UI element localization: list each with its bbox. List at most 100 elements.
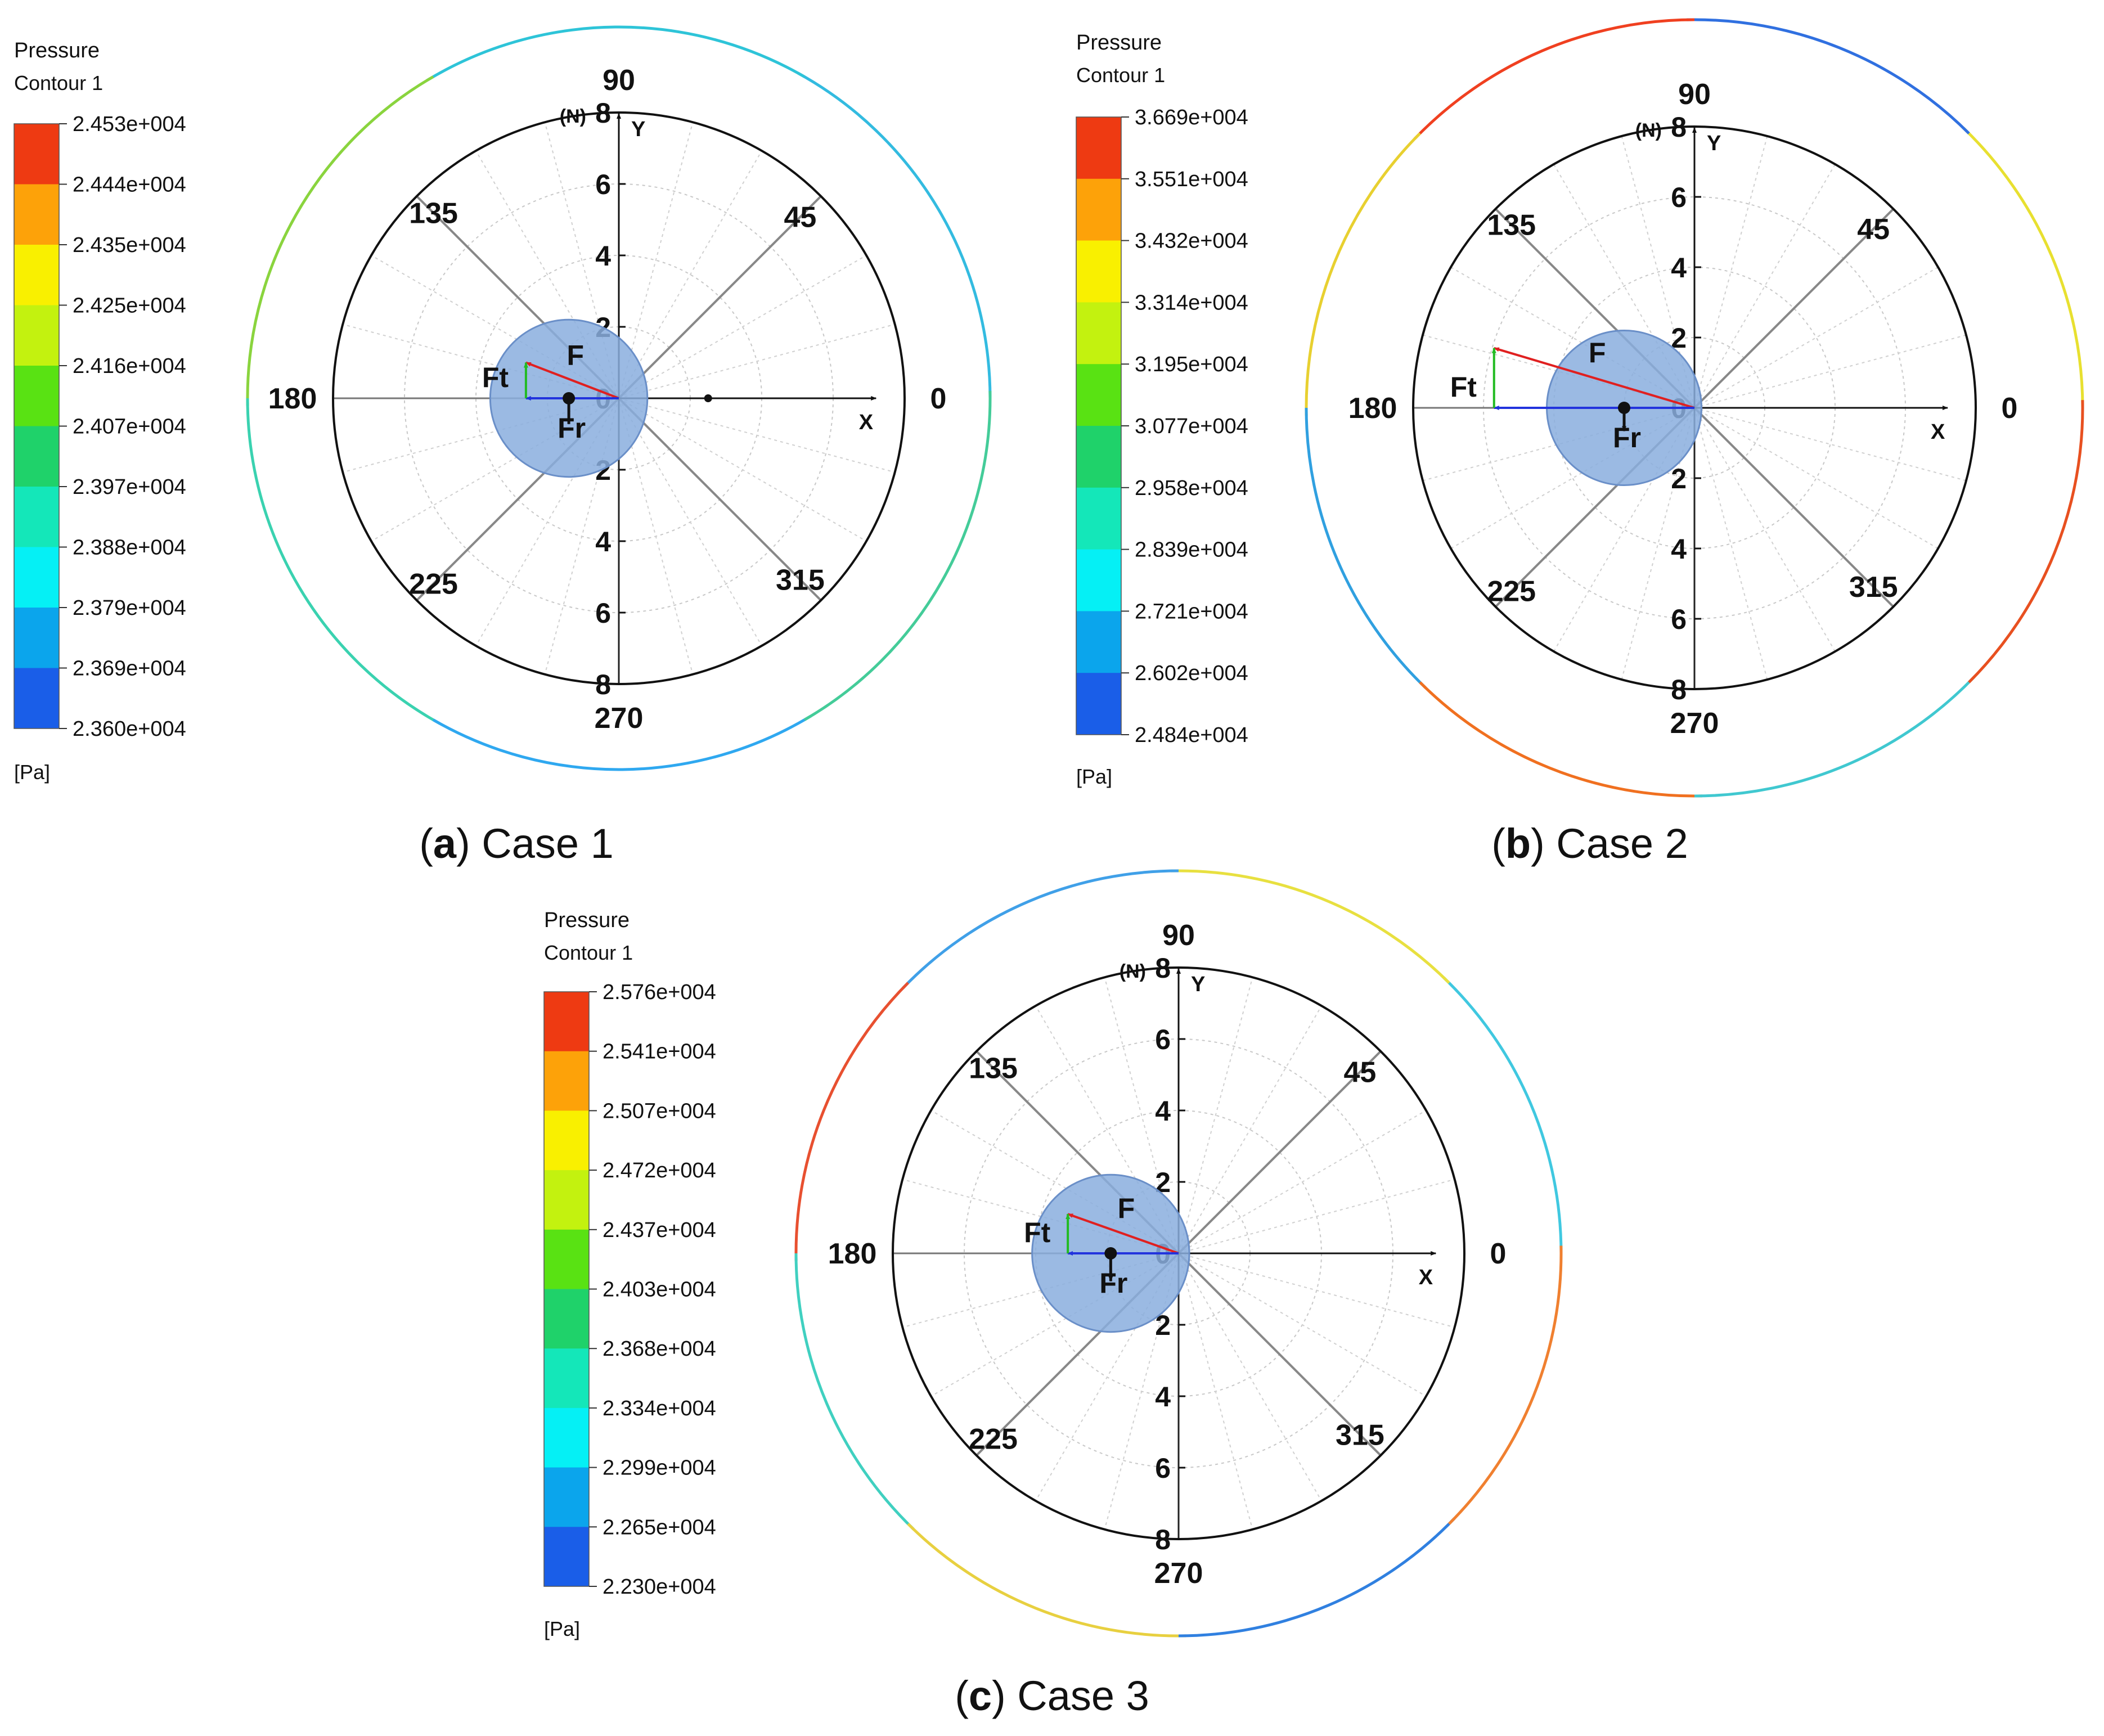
angle-label: 270 [595,702,644,735]
y-axis-label: Y [631,118,645,141]
angle-label: 90 [1678,78,1711,111]
angle-label: 180 [828,1238,877,1270]
pressure-ring-segment [1694,676,1976,798]
colorbar-level-label: 2.360e+004 [73,717,186,741]
pressure-ring-segment [432,714,812,771]
colorbar-level-label: 2.721e+004 [1135,600,1248,623]
radial-tick-label: 4 [1671,533,1687,565]
colorbar-level-label: 2.472e+004 [603,1159,716,1182]
grid-spoke [475,398,619,646]
grid-spoke [1178,1253,1455,1328]
colorbar-swatch [14,305,59,366]
caption-case-1: (a) Case 1 [419,820,613,867]
pressure-ring-segment [1968,400,2084,683]
colorbar-swatch [1076,178,1121,241]
colorbar-level-label: 2.484e+004 [1135,723,1248,747]
colorbar-swatch [544,1348,589,1409]
colorbar-swatch [544,1527,589,1587]
grid-spoke [1178,1253,1427,1397]
colorbar-level-label: 2.507e+004 [603,1099,716,1123]
colorbar-level-label: 2.602e+004 [1135,662,1248,685]
angle-label: 135 [1487,209,1536,242]
colorbar-level-label: 2.425e+004 [73,294,186,318]
angle-label: 135 [409,197,458,230]
colorbar-level-label: 3.551e+004 [1135,168,1248,191]
force-vector-F [525,361,619,399]
grid-spoke [618,323,895,399]
radial-tick-label: 8 [1671,674,1687,705]
radial-tick-label: 8 [1671,111,1687,143]
radial-tick-label: 8 [595,669,611,700]
colorbar-case-1: Pressure Contour 1 2.453e+0042.444e+0042… [14,39,186,784]
vector-label-F: F [1118,1193,1135,1224]
radial-unit-label: (N) [1635,120,1662,141]
pressure-ring-segment [901,869,1179,990]
pressure-ring-segment [794,982,909,1261]
radial-tick-label: 6 [1671,182,1687,213]
colorbar-level-label: 2.416e+004 [73,354,186,378]
radial-tick-label: 6 [1155,1452,1171,1484]
colorbar-level-label: 3.077e+004 [1135,415,1248,438]
colorbar-swatch [544,1051,589,1111]
pressure-ring-segment [1413,18,1695,140]
colorbar-swatch [1076,487,1121,550]
pressure-ring-segment [1687,18,1970,134]
colorbar-swatch [544,1467,589,1527]
colorbar-level-label: 2.437e+004 [603,1218,716,1242]
legend-unit: [Pa] [14,761,50,784]
colorbar-swatch [1076,611,1121,673]
colorbar-level-label: 2.388e+004 [73,536,186,560]
grid-spoke [930,1253,1179,1397]
force-vector-F [1493,347,1695,409]
angle-label: 180 [268,383,317,415]
marker-point [704,394,712,402]
pressure-ring-segment [246,75,434,406]
grid-spoke [1694,407,1939,549]
grid-spoke [1104,1253,1179,1530]
colorbar-swatch [544,992,589,1052]
angle-label: 225 [1487,575,1536,608]
pressure-ring-segment [794,1253,915,1531]
force-vector-F [1067,1213,1179,1254]
angle-label: 270 [1670,707,1719,740]
grid-spoke [618,398,762,646]
grid-spoke [1035,1253,1179,1501]
colorbar-swatch [1076,364,1121,426]
grid-spoke [343,323,619,399]
radial-unit-label: (N) [1120,961,1146,982]
colorbar-swatch [14,547,59,608]
colorbar-swatch [14,245,59,305]
grid-spoke [1035,1005,1179,1254]
caption-case-2: (b) Case 2 [1491,820,1688,867]
colorbar-level-label: 3.669e+004 [1135,106,1248,129]
y-axis-label: Y [1707,132,1721,155]
colorbar-level-label: 2.397e+004 [73,475,186,499]
radial-tick-label: 4 [595,526,611,557]
diagonal-spoke [1177,1050,1382,1254]
radial-tick-label: 6 [595,597,611,629]
vector-label-Fr: Fr [1099,1267,1127,1299]
colorbar-swatch [14,608,59,668]
grid-spoke [1178,1005,1322,1254]
colorbar-level-label: 3.432e+004 [1135,230,1248,253]
colorbar-swatch [14,668,59,729]
legend-title: Pressure [14,39,100,62]
colorbar-level-label: 2.368e+004 [603,1337,716,1361]
colorbar-swatch [1076,673,1121,735]
colorbar-level-label: 2.334e+004 [603,1397,716,1420]
grid-spoke [343,398,619,473]
colorbar-level-label: 2.435e+004 [73,233,186,257]
grid-spoke [618,398,867,542]
panel-case-1: Pressure Contour 1 2.453e+0042.444e+0042… [14,25,992,867]
colorbar-swatch [14,487,59,547]
grid-spoke [1694,267,1939,408]
legend-subtitle: Contour 1 [544,941,633,964]
pressure-ring-segment [1962,127,2084,408]
pressure-ring-segment [803,390,992,721]
grid-spoke [618,398,895,473]
colorbar-case-2: Pressure Contour 1 3.669e+0043.551e+0043… [1076,31,1248,788]
radial-tick-label: 4 [1671,252,1687,284]
diagonal-spoke [618,397,822,601]
